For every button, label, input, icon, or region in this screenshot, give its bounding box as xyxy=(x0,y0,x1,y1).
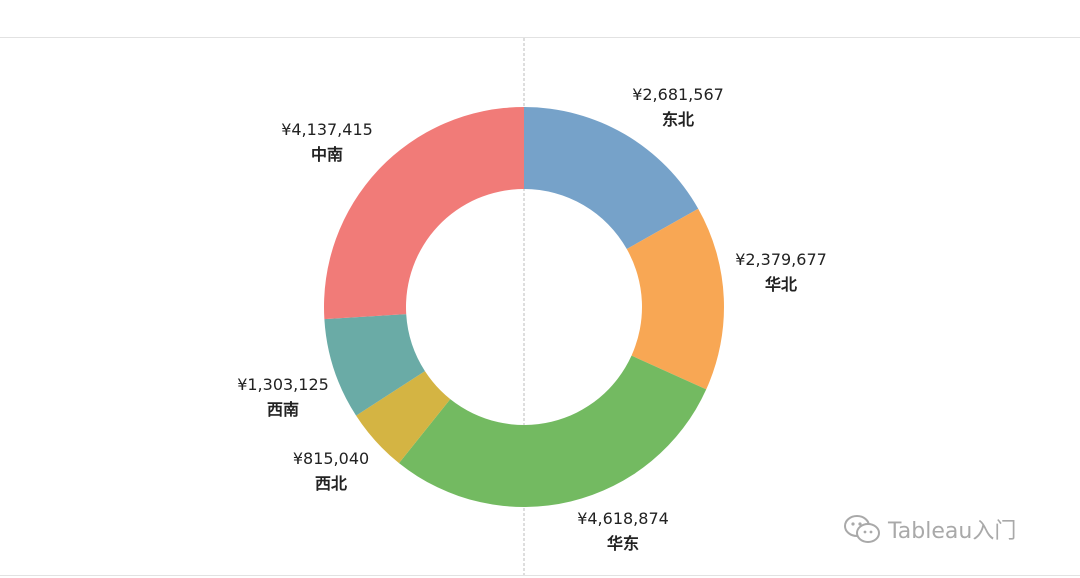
slice-6[interactable] xyxy=(324,107,524,320)
value-label: ¥4,137,415 xyxy=(281,120,373,139)
slice-1[interactable] xyxy=(524,107,699,250)
value-label: ¥2,379,677 xyxy=(735,250,827,269)
watermark: Tableau入门 xyxy=(842,513,1016,545)
category-label: 西南 xyxy=(267,400,299,419)
wechat-icon xyxy=(844,515,880,543)
labels-group: ¥2,681,567 东北 ¥2,379,677 华北 ¥4,618,874 华东 ¥815… xyxy=(237,85,827,553)
watermark-text: Tableau入门 xyxy=(888,519,1017,544)
category-label: 华北 xyxy=(765,275,797,294)
slices-group xyxy=(324,107,724,507)
category-label: 中南 xyxy=(311,145,343,164)
value-label: ¥1,303,125 xyxy=(237,375,329,394)
value-label: ¥815,040 xyxy=(293,449,369,468)
slice-2[interactable] xyxy=(626,208,724,390)
category-label: 东北 xyxy=(662,110,694,129)
slice-4[interactable] xyxy=(356,371,451,464)
bottom-divider xyxy=(0,575,1080,576)
value-label: ¥4,618,874 xyxy=(577,509,669,528)
slice-3[interactable] xyxy=(399,355,707,507)
category-label: 西北 xyxy=(315,474,347,493)
value-label: ¥2,681,567 xyxy=(632,85,724,104)
top-divider xyxy=(0,37,1080,38)
category-label: 华东 xyxy=(607,534,639,553)
slice-5[interactable] xyxy=(324,314,425,416)
